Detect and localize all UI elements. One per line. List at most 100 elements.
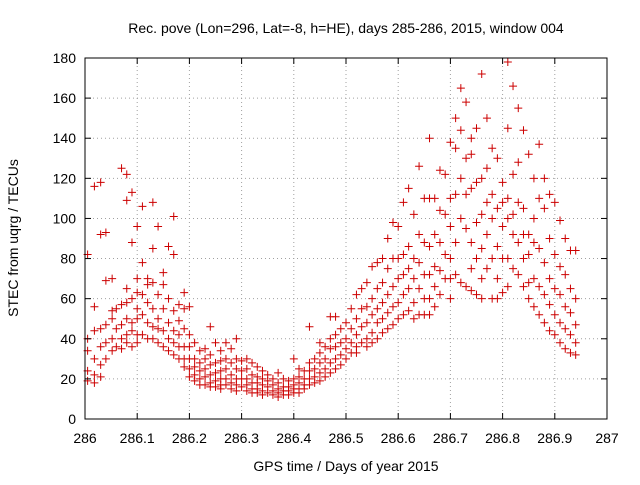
data-point (451, 270, 460, 279)
data-point (383, 308, 392, 317)
data-point (514, 238, 523, 247)
data-point (221, 354, 230, 363)
data-point (425, 242, 434, 251)
data-point (571, 246, 580, 255)
data-point (90, 378, 99, 387)
data-point (211, 338, 220, 347)
data-point (352, 348, 361, 357)
x-tick-label: 286.8 (485, 430, 520, 446)
data-point (148, 244, 157, 253)
data-point (201, 380, 210, 389)
data-point (164, 334, 173, 343)
data-point (232, 364, 241, 373)
data-point (430, 282, 439, 291)
data-point (237, 366, 246, 375)
data-point (399, 310, 408, 319)
data-point (101, 320, 110, 329)
data-point (556, 338, 565, 347)
data-point (90, 326, 99, 335)
data-point (409, 314, 418, 323)
data-point (305, 322, 314, 331)
data-point (96, 360, 105, 369)
x-tick-label: 286.9 (537, 430, 572, 446)
data-point (550, 330, 559, 339)
data-point (394, 274, 403, 283)
data-point (462, 154, 471, 163)
data-point (143, 318, 152, 327)
data-point (425, 134, 434, 143)
y-tick-label: 80 (60, 251, 76, 267)
data-point (336, 360, 345, 369)
data-point (493, 204, 502, 213)
data-point (378, 278, 387, 287)
data-point (503, 282, 512, 291)
data-point (133, 222, 142, 231)
data-point (503, 194, 512, 203)
data-point (190, 376, 199, 385)
data-point (368, 338, 377, 347)
data-point (477, 294, 486, 303)
data-point (108, 306, 117, 315)
data-point (446, 254, 455, 263)
data-point (289, 354, 298, 363)
data-point (216, 356, 225, 365)
data-point (108, 314, 117, 323)
y-tick-label: 100 (53, 210, 77, 226)
data-point (524, 278, 533, 287)
data-point (201, 354, 210, 363)
data-point (227, 358, 236, 367)
data-point (456, 126, 465, 135)
data-point (362, 302, 371, 311)
data-point (122, 196, 131, 205)
data-point (180, 304, 189, 313)
data-point (326, 358, 335, 367)
data-point (514, 104, 523, 113)
x-tick-label: 286.2 (172, 430, 207, 446)
data-point (336, 350, 345, 359)
data-point (174, 330, 183, 339)
data-point (388, 302, 397, 311)
data-point (451, 114, 460, 123)
data-point (498, 178, 507, 187)
data-point (435, 166, 444, 175)
data-point (159, 342, 168, 351)
data-point (295, 388, 304, 397)
data-point (482, 230, 491, 239)
data-point (201, 372, 210, 381)
data-point (331, 330, 340, 339)
data-point (180, 324, 189, 333)
data-point (524, 294, 533, 303)
data-point (467, 238, 476, 247)
data-point (446, 194, 455, 203)
data-point (467, 184, 476, 193)
data-point (321, 364, 330, 373)
data-point (456, 174, 465, 183)
data-point (164, 294, 173, 303)
data-point (540, 258, 549, 267)
data-point (315, 376, 324, 385)
data-point (415, 258, 424, 267)
data-point (446, 294, 455, 303)
data-point (127, 318, 136, 327)
data-point (122, 170, 131, 179)
data-point (535, 244, 544, 253)
data-point (190, 338, 199, 347)
data-point (122, 338, 131, 347)
data-point (373, 304, 382, 313)
data-point (112, 342, 121, 351)
data-point (96, 230, 105, 239)
data-point (529, 238, 538, 247)
data-point (169, 350, 178, 359)
data-point (148, 334, 157, 343)
data-point (169, 306, 178, 315)
data-point (315, 338, 324, 347)
data-point (566, 348, 575, 357)
data-point (112, 304, 121, 313)
data-point (96, 178, 105, 187)
data-point (409, 210, 418, 219)
data-point (373, 284, 382, 293)
data-point (550, 310, 559, 319)
data-point (90, 302, 99, 311)
data-point (336, 338, 345, 347)
data-point (362, 342, 371, 351)
